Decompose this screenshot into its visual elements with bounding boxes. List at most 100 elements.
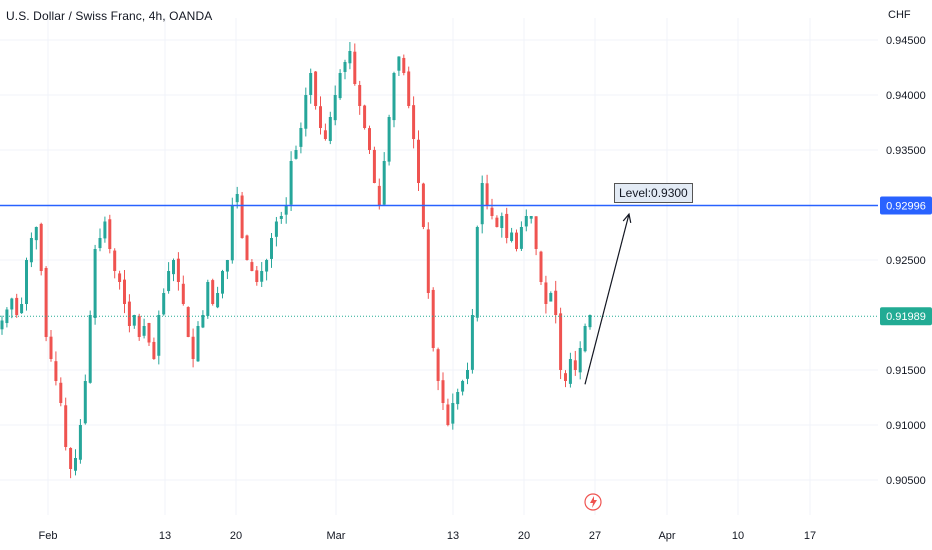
candle-body <box>147 322 151 343</box>
candle-body <box>402 57 406 73</box>
candle-body <box>529 216 533 219</box>
candle-body <box>196 326 200 362</box>
candle-body <box>470 315 474 370</box>
candle-body <box>181 283 185 304</box>
candle-body <box>49 336 53 359</box>
x-tick-label: 20 <box>518 530 530 542</box>
candle-body <box>515 232 518 249</box>
candle-body <box>201 315 205 328</box>
candle-body <box>289 161 293 205</box>
candle-body <box>436 349 440 381</box>
candle-body <box>397 56 401 71</box>
candle-body <box>132 315 136 326</box>
y-tick-label: 0.94500 <box>886 35 926 47</box>
candle-body <box>294 150 298 159</box>
candle-body <box>162 293 166 315</box>
candle-body <box>191 336 195 359</box>
candle-body <box>25 260 28 305</box>
candle-body <box>309 73 313 95</box>
candle-body <box>270 238 273 259</box>
candle-body <box>323 130 327 139</box>
candle-body <box>377 185 381 205</box>
candle-body <box>103 221 107 239</box>
candle-body <box>559 313 563 370</box>
candle-body <box>250 262 254 271</box>
candle-body <box>265 260 269 272</box>
last-price-label: 0.91989 <box>886 311 926 323</box>
candle-body <box>338 73 342 99</box>
candle-body <box>348 51 352 64</box>
candle-body <box>407 71 411 106</box>
last-price-tag <box>880 307 932 326</box>
candle-body <box>328 117 332 141</box>
candle-body <box>382 161 386 205</box>
candle-body <box>554 290 558 315</box>
candle-body <box>505 213 509 238</box>
x-tick-label: 27 <box>589 530 601 542</box>
axis-layer: 0.94500 0.94000 0.93500 0.92500 0.91500 0.910… <box>39 35 926 542</box>
candle-body <box>221 271 224 294</box>
candle-body <box>39 223 43 271</box>
candle-body <box>358 85 362 106</box>
candle-body <box>20 304 24 314</box>
candle-body <box>59 382 63 403</box>
candle-body <box>34 227 38 241</box>
x-tick-label: 13 <box>447 530 459 542</box>
candle-body <box>88 315 92 383</box>
x-tick-label: 20 <box>230 530 242 542</box>
candle-body <box>573 360 577 370</box>
y-tick-label: 0.90500 <box>886 475 926 487</box>
x-tick-label: 10 <box>732 530 744 542</box>
projection-arrow-head <box>622 212 632 224</box>
candle-body <box>304 95 308 129</box>
candle-body <box>225 260 229 272</box>
candle-body <box>426 229 430 293</box>
chart-title: U.S. Dollar / Swiss Franc, 4h, OANDA <box>6 9 213 23</box>
candle-body <box>157 315 161 356</box>
y-tick-label: 0.94000 <box>886 90 926 102</box>
candle-body <box>583 326 587 352</box>
candle-body <box>78 425 82 460</box>
candle-body <box>417 139 420 183</box>
candle-body <box>260 271 264 282</box>
x-tick-label: 17 <box>804 530 816 542</box>
candle-body <box>279 216 283 219</box>
candle-body <box>186 307 190 337</box>
candle-body <box>299 128 303 147</box>
candle-body <box>118 273 122 282</box>
candle-body <box>578 348 582 373</box>
candle-body <box>172 260 175 275</box>
candle-body <box>343 62 347 72</box>
candle-body <box>274 221 278 237</box>
candle-body <box>74 458 77 471</box>
currency-label: CHF <box>888 9 911 21</box>
candle-body <box>480 183 484 225</box>
projection-arrow-line <box>584 213 630 385</box>
candle-body <box>363 105 367 128</box>
x-tick-label: Feb <box>39 530 58 542</box>
candle-body <box>495 217 499 227</box>
candle-body <box>152 341 156 359</box>
candle-body <box>123 279 126 304</box>
candle-body <box>44 267 48 337</box>
candle-body <box>568 359 572 384</box>
candle-body <box>451 403 455 424</box>
lightning-icon <box>590 496 597 508</box>
candle-body <box>353 51 357 84</box>
y-tick-label: 0.91000 <box>886 420 926 432</box>
candle-body <box>333 95 337 121</box>
candle-body <box>69 447 73 469</box>
candle-body <box>519 227 523 249</box>
level-price-tag <box>880 196 932 215</box>
candle-body <box>431 289 435 348</box>
candle-body <box>167 271 171 292</box>
candle-body <box>216 293 220 308</box>
candles-layer <box>0 42 592 479</box>
candle-body <box>564 373 567 381</box>
candle-body <box>524 216 528 227</box>
candle-body <box>284 205 288 215</box>
x-tick-label: 13 <box>159 530 171 542</box>
candle-body <box>142 326 146 336</box>
candle-body <box>534 216 538 249</box>
candle-body <box>240 195 244 238</box>
